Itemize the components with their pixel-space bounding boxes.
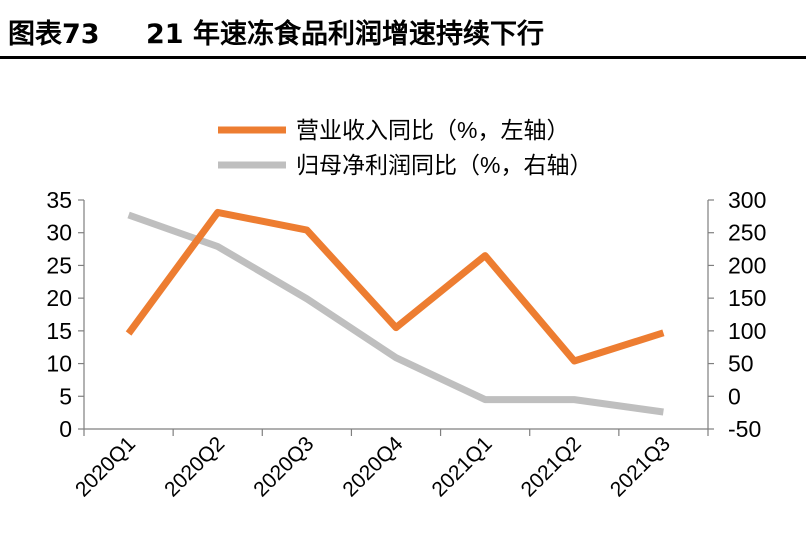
legend-label: 营业收入同比（%，左轴）	[296, 117, 569, 143]
legend: 营业收入同比（%，左轴） 归母净利润同比（%，右轴）	[218, 117, 592, 178]
y-left-tick-label: 25	[46, 252, 72, 278]
legend-label: 归母净利润同比（%，右轴）	[296, 152, 592, 178]
y-right-tick-label: 50	[728, 351, 754, 377]
axes: 0 5 10 15 20 25 30 35 -50 0 50 100 150 200 250 300 2020Q…	[46, 187, 766, 501]
y-left-tick-label: 15	[46, 318, 72, 344]
y-right-tick-label: -50	[728, 416, 761, 442]
y-left-tick-label: 10	[46, 351, 72, 377]
x-tick-label: 2020Q4	[338, 432, 407, 501]
x-tick-label: 2020Q1	[71, 432, 140, 501]
x-tick-label: 2021Q2	[517, 432, 586, 501]
x-tick-label: 2021Q3	[606, 432, 675, 501]
y-left-tick-label: 20	[46, 285, 72, 311]
x-tick-label: 2021Q1	[428, 432, 497, 501]
y-right-tick-label: 150	[728, 285, 766, 311]
figure-number: 图表73	[8, 19, 100, 50]
y-right-tick-label: 300	[728, 187, 766, 213]
y-left-tick-label: 30	[46, 220, 72, 246]
title-rule	[0, 56, 806, 59]
y-left-tick-label: 5	[59, 383, 72, 409]
revenue-yoy-line	[125, 208, 665, 365]
y-right-tick-label: 100	[728, 318, 766, 344]
y-right-tick-label: 200	[728, 252, 766, 278]
figure-title: 21 年速冻食品利润增速持续下行	[146, 19, 544, 50]
x-tick-label: 2020Q3	[249, 432, 318, 501]
y-left-tick-label: 0	[59, 416, 72, 442]
y-right-tick-label: 250	[728, 220, 766, 246]
y-left-tick-label: 35	[46, 187, 72, 213]
y-right-tick-label: 0	[728, 383, 741, 409]
net-profit-yoy-line	[127, 211, 664, 416]
figure-header: 图表73 21 年速冻食品利润增速持续下行	[0, 0, 806, 62]
x-tick-label: 2020Q2	[160, 432, 229, 501]
series-group	[125, 208, 665, 416]
